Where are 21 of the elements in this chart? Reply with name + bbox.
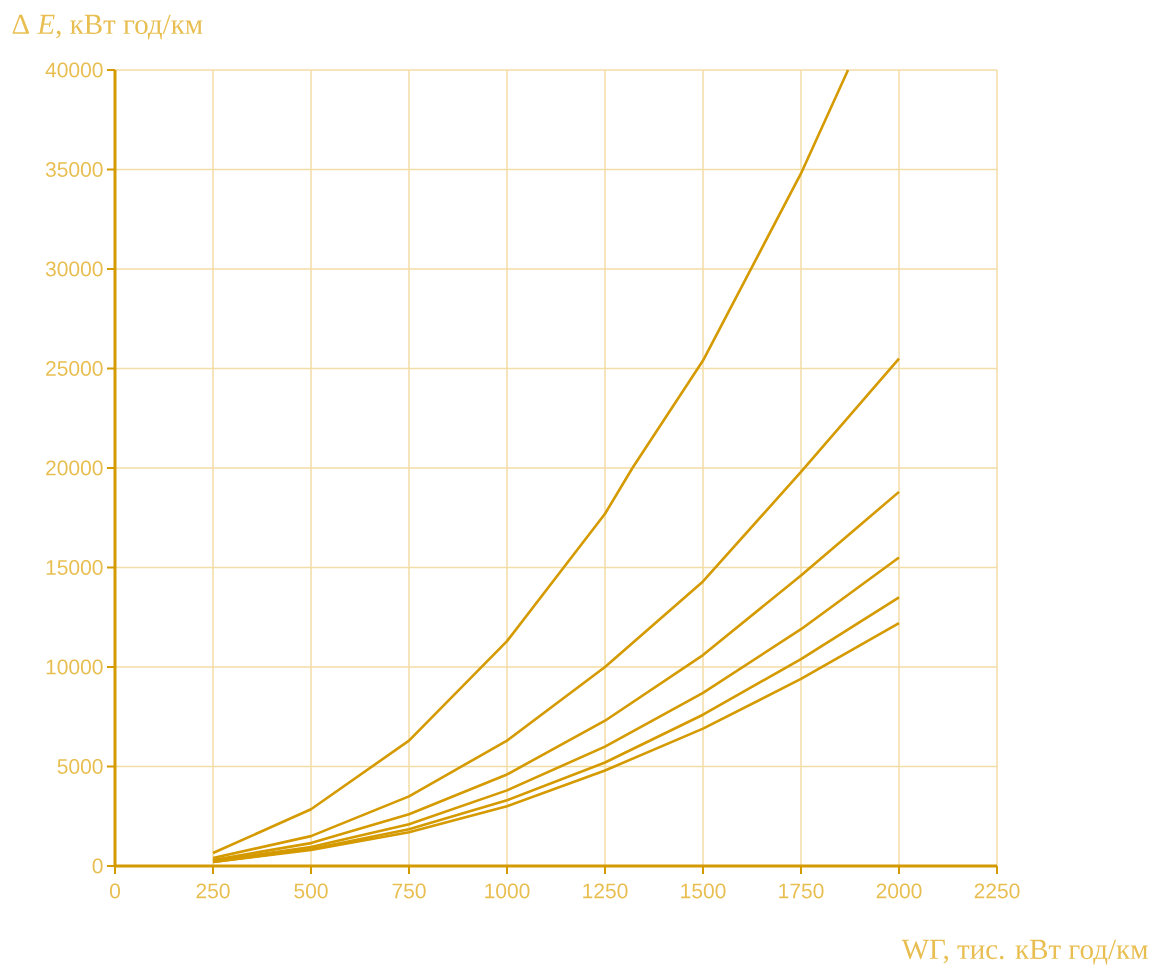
x-tick-label: 2250: [974, 883, 1020, 899]
x-tick-label: 1250: [583, 883, 628, 899]
x-tick-label: 500: [294, 883, 328, 899]
y-tick-label: 35000: [45, 162, 103, 177]
x-tick-label: 2000: [876, 883, 922, 899]
y-axis-title: Δ E, кВт год/км: [12, 14, 203, 40]
y-tick-label: 15000: [46, 560, 103, 575]
y-tick-label: 25000: [46, 361, 103, 376]
x-tick-label: 0: [109, 883, 121, 899]
y-tick-label: 40000: [45, 62, 103, 78]
x-tick-label: 250: [196, 883, 230, 899]
y-tick-label: 10000: [46, 659, 103, 675]
y-tick-label: 0: [92, 858, 103, 874]
x-tick-label: 1500: [681, 883, 726, 899]
y-tick-label: 20000: [46, 460, 103, 476]
x-axis-title: WГ, тис. кВт год/км: [901, 939, 1148, 965]
x-tick-label: 1000: [485, 883, 530, 899]
y-tick-label: 5000: [57, 759, 103, 774]
y-tick-label: 30000: [45, 261, 103, 277]
x-tick-label: 750: [392, 883, 426, 899]
x-tick-label: 1750: [779, 883, 824, 899]
